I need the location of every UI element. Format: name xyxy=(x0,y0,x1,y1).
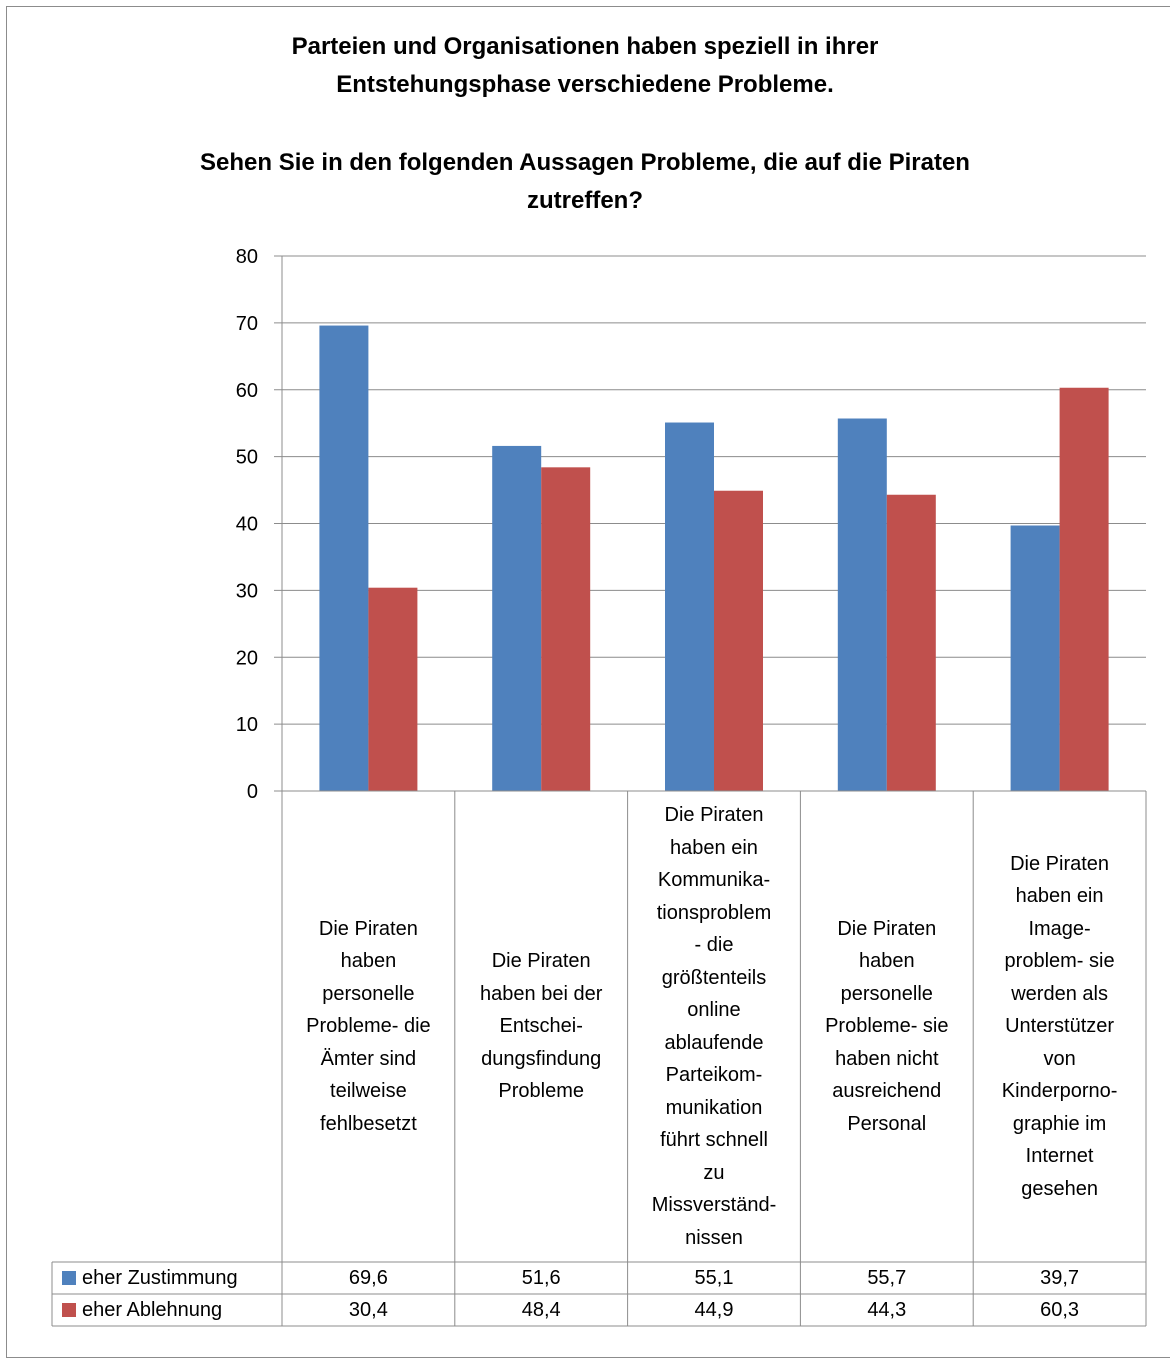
x-category-label-text-4: Die Piraten haben personelle Probleme- sie h… xyxy=(825,913,948,1141)
x-category-label-text-2: Die Piraten haben bei der Entschei-dungsfi… xyxy=(480,945,602,1108)
x-category-label-1-line-5: Ämter sind xyxy=(320,1047,417,1070)
table-value-ablehnung-3: 44,9 xyxy=(694,1298,734,1321)
bar-ablehnung-3 xyxy=(714,490,763,791)
x-category-label-4-line-1: Die Piraten xyxy=(837,917,937,940)
x-category-label-5-line-3: Image- xyxy=(1028,917,1091,940)
x-category-label-2-line-4: dungsfindung xyxy=(481,1047,602,1070)
y-tick-label-10: 10 xyxy=(236,714,258,736)
x-category-label-5-line-9: graphie im xyxy=(1012,1112,1107,1135)
y-tick-label-20: 20 xyxy=(236,647,258,669)
x-category-label-1-line-4: Probleme- die xyxy=(306,1015,431,1038)
table-value-ablehnung-5: 60,3 xyxy=(1040,1298,1080,1321)
x-category-label-2: Die Piraten haben bei der Entschei-dungsfi… xyxy=(455,791,628,1262)
chart-title-line-2: Entstehungsphase verschiedene Probleme. xyxy=(336,71,834,98)
x-category-label-3-line-13: Missverständ- xyxy=(651,1194,777,1216)
x-category-label-2-line-5: Probleme xyxy=(498,1080,584,1103)
x-category-label-5-line-11: gesehen xyxy=(1021,1177,1098,1200)
legend-entry-zustimmung: eher Zustimmung xyxy=(52,1262,282,1294)
x-category-label-3-line-6: größtenteils xyxy=(661,966,767,989)
bar-zustimmung-3 xyxy=(665,422,714,791)
legend-entry-ablehnung: eher Ablehnung xyxy=(52,1294,282,1326)
x-category-label-5-line-8: Kinderporno- xyxy=(1001,1080,1118,1103)
y-tick-label-0: 0 xyxy=(247,781,258,803)
table-value-zustimmung-4: 55,7 xyxy=(867,1266,907,1289)
x-category-label-2-line-3: Entschei- xyxy=(499,1015,583,1038)
y-tick-label-40: 40 xyxy=(236,514,258,536)
x-category-label-2-line-1: Die Piraten xyxy=(491,950,591,973)
table-value-zustimmung-1: 69,6 xyxy=(348,1266,388,1289)
chart-title: Parteien und Organisationen haben spezie… xyxy=(0,28,1170,104)
table-value-zustimmung-2: 51,6 xyxy=(521,1266,561,1289)
x-category-label-text-3: Die Piraten haben ein Kommunika-tionsprobl… xyxy=(652,799,776,1254)
legend-label-ablehnung: eher Ablehnung xyxy=(82,1298,223,1321)
x-category-label-3-line-8: ablaufende xyxy=(664,1031,764,1054)
y-tick-label-70: 70 xyxy=(236,313,258,335)
x-category-label-1-line-6: teilweise xyxy=(330,1080,407,1103)
table-value-zustimmung-3: 55,1 xyxy=(694,1266,734,1289)
x-category-label-3-line-11: führt schnell xyxy=(660,1129,768,1151)
x-category-label-text-1: Die Piraten haben personelle Probleme- die Ä… xyxy=(306,913,431,1141)
bar-zustimmung-1 xyxy=(319,325,369,791)
x-category-label-4-line-2: haben xyxy=(858,950,915,973)
x-category-label-5: Die Piraten haben ein Image-problem- sie we… xyxy=(973,791,1146,1262)
x-category-label-3: Die Piraten haben ein Kommunika-tionsprobl… xyxy=(628,791,801,1262)
x-category-label-3-line-3: Kommunika- xyxy=(657,869,771,891)
chart-subtitle: Sehen Sie in den folgenden Aussagen Prob… xyxy=(0,144,1170,220)
bar-ablehnung-5 xyxy=(1059,387,1109,791)
x-category-label-4-line-7: Personal xyxy=(847,1112,927,1135)
x-category-label-1-line-3: personelle xyxy=(322,982,415,1005)
bar-zustimmung-5 xyxy=(1010,525,1060,791)
x-category-label-3-line-12: zu xyxy=(703,1161,725,1184)
x-category-label-4-line-6: ausreichend xyxy=(832,1080,942,1103)
x-category-label-2-line-2: haben bei der xyxy=(480,982,603,1005)
x-category-label-5-line-7: von xyxy=(1043,1047,1076,1070)
x-category-label-4: Die Piraten haben personelle Probleme- sie h… xyxy=(800,791,973,1262)
x-category-label-1: Die Piraten haben personelle Probleme- die Ä… xyxy=(282,791,455,1262)
legend-label-zustimmung: eher Zustimmung xyxy=(82,1266,238,1289)
x-category-label-5-line-2: haben ein xyxy=(1015,885,1104,908)
x-category-label-5-line-1: Die Piraten xyxy=(1010,852,1110,875)
chart-title-line-1: Parteien und Organisationen haben spezie… xyxy=(291,33,879,60)
chart-subtitle-line-2: zutreffen? xyxy=(527,187,643,214)
x-category-label-1-line-1: Die Piraten xyxy=(318,917,418,940)
bar-ablehnung-1 xyxy=(368,587,418,791)
y-tick-label-30: 30 xyxy=(236,580,258,602)
x-category-label-5-line-4: problem- sie xyxy=(1004,950,1115,973)
x-category-label-4-line-4: Probleme- sie xyxy=(825,1015,949,1038)
bar-ablehnung-2 xyxy=(541,467,591,791)
y-tick-label-60: 60 xyxy=(236,380,258,402)
x-category-label-5-line-10: Internet xyxy=(1025,1145,1094,1168)
y-tick-label-50: 50 xyxy=(236,447,258,469)
x-category-label-3-line-14: nissen xyxy=(685,1226,743,1249)
legend-swatch-ablehnung xyxy=(62,1303,76,1317)
bar-zustimmung-4 xyxy=(837,418,887,791)
bar-zustimmung-2 xyxy=(492,445,542,791)
legend-swatch-zustimmung xyxy=(62,1271,76,1285)
x-category-label-3-line-10: munikation xyxy=(665,1096,763,1119)
x-category-label-3-line-1: Die Piraten xyxy=(664,804,764,826)
x-category-label-3-line-2: haben ein xyxy=(670,836,758,859)
chart-subtitle-line-1: Sehen Sie in den folgenden Aussagen Prob… xyxy=(200,149,970,176)
x-category-label-3-line-4: tionsproblem xyxy=(656,901,772,924)
table-value-ablehnung-1: 30,4 xyxy=(348,1298,388,1321)
x-category-label-4-line-3: personelle xyxy=(840,982,933,1005)
x-category-label-3-line-7: online xyxy=(687,999,741,1021)
table-value-zustimmung-5: 39,7 xyxy=(1040,1266,1080,1289)
x-category-label-text-5: Die Piraten haben ein Image-problem- sie we… xyxy=(1002,848,1118,1206)
x-category-label-1-line-2: haben xyxy=(340,950,397,973)
x-category-label-3-line-9: Parteikom- xyxy=(665,1064,763,1086)
table-value-ablehnung-2: 48,4 xyxy=(521,1298,561,1321)
table-value-ablehnung-4: 44,3 xyxy=(867,1298,907,1321)
x-category-label-5-line-6: Unterstützer xyxy=(1005,1015,1115,1038)
x-category-label-3-line-5: - die xyxy=(694,934,734,956)
bar-ablehnung-4 xyxy=(886,494,936,791)
x-category-label-1-line-7: fehlbesetzt xyxy=(320,1112,417,1135)
y-tick-label-80: 80 xyxy=(236,246,258,268)
x-category-label-4-line-5: haben nicht xyxy=(835,1047,939,1070)
x-category-label-5-line-5: werden als xyxy=(1011,982,1108,1005)
